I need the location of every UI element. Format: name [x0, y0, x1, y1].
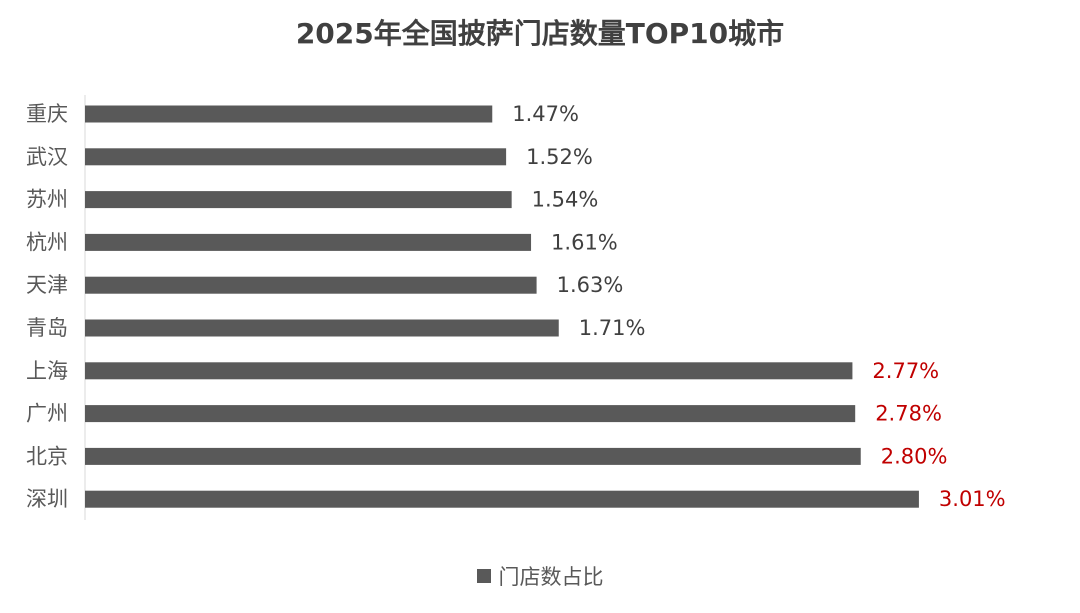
- data-label: 1.63%: [557, 273, 624, 297]
- data-label: 1.47%: [512, 102, 579, 126]
- bar: [85, 276, 537, 294]
- data-label: 3.01%: [939, 487, 1006, 511]
- category-label: 天津: [26, 273, 68, 297]
- category-label: 青岛: [26, 316, 68, 340]
- legend-label: 门店数占比: [498, 565, 604, 589]
- category-label: 北京: [26, 444, 68, 468]
- bar: [85, 490, 919, 508]
- category-label: 深圳: [26, 487, 68, 511]
- data-label: 1.61%: [551, 230, 618, 254]
- data-label: 2.78%: [875, 402, 942, 426]
- category-label: 重庆: [26, 102, 68, 126]
- bar: [85, 191, 512, 209]
- bar: [85, 148, 507, 166]
- bar: [85, 233, 532, 251]
- data-label: 2.77%: [872, 359, 939, 383]
- chart-title: 2025年全国披萨门店数量TOP10城市: [295, 17, 785, 50]
- category-label: 杭州: [26, 230, 68, 254]
- data-label: 1.71%: [579, 316, 646, 340]
- category-label: 武汉: [26, 145, 68, 169]
- data-label: 2.80%: [881, 444, 948, 468]
- data-label: 1.54%: [532, 188, 599, 212]
- category-label: 上海: [26, 359, 68, 383]
- bar: [85, 105, 493, 123]
- data-label: 1.52%: [526, 145, 593, 169]
- category-label: 广州: [26, 402, 68, 426]
- bar: [85, 405, 856, 423]
- bar: [85, 447, 861, 465]
- legend: 门店数占比: [0, 561, 1080, 591]
- bar: [85, 362, 853, 380]
- category-label: 苏州: [26, 188, 68, 212]
- bar: [85, 319, 559, 337]
- legend-swatch: [476, 569, 491, 583]
